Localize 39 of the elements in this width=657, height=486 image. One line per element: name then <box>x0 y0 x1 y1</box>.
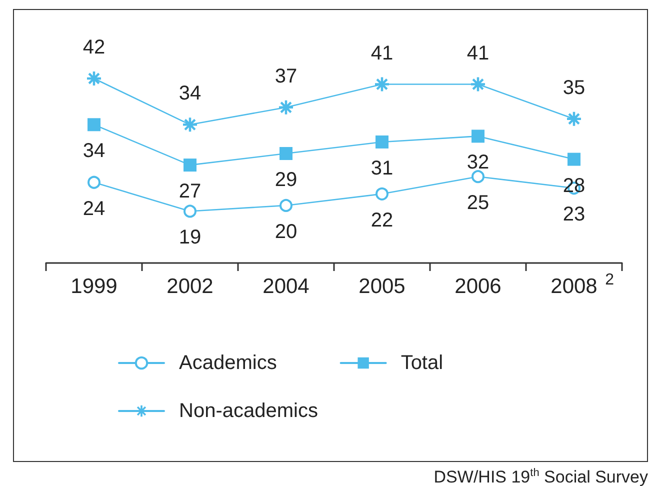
data-label: 22 <box>370 209 394 232</box>
data-label: 37 <box>274 65 298 88</box>
data-label: 42 <box>82 36 106 58</box>
x-tick-label: 2005 <box>358 275 406 298</box>
data-label: 35 <box>562 76 586 99</box>
x-tick-label: 2002 <box>166 275 214 298</box>
point <box>376 187 388 200</box>
point <box>280 198 292 212</box>
x-tick-label: 2008 <box>550 275 598 298</box>
point <box>280 147 292 160</box>
x-tick-label: 2004 <box>262 275 310 298</box>
point <box>376 135 388 148</box>
point <box>88 176 100 189</box>
point <box>184 158 196 172</box>
data-label: 41 <box>370 42 394 64</box>
data-label: 34 <box>178 82 202 105</box>
data-label: 25 <box>466 192 490 214</box>
point <box>88 118 100 132</box>
legend-label: Academics <box>179 352 277 374</box>
data-label: 23 <box>562 204 586 226</box>
point <box>472 130 484 143</box>
data-label: 29 <box>274 169 298 192</box>
x-tick-label: 1999 <box>70 275 118 298</box>
point <box>568 152 580 166</box>
point <box>184 204 196 218</box>
text: DSW/HIS 19$^{th}$ Social Survey <box>434 466 648 486</box>
legend-label: Total <box>400 352 444 374</box>
x-tick-label: 2006 <box>454 275 502 298</box>
data-label: 32 <box>466 152 490 174</box>
data-label: 41 <box>466 42 490 64</box>
legend-label: Non-academics <box>179 400 318 422</box>
text: 2 <box>605 272 614 288</box>
data-label: 19 <box>178 226 202 249</box>
data-label: 31 <box>370 157 394 180</box>
data-label: 34 <box>82 140 106 162</box>
data-label: 27 <box>178 180 202 203</box>
data-label: 24 <box>82 198 106 220</box>
data-label: 20 <box>274 220 298 243</box>
point <box>472 170 484 184</box>
